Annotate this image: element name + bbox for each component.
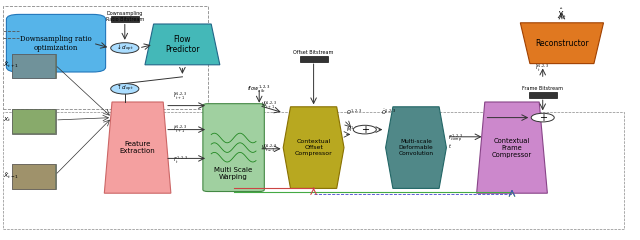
Text: Feature
Extraction: Feature Extraction bbox=[120, 141, 156, 154]
FancyBboxPatch shape bbox=[300, 56, 328, 62]
Text: $\tilde{F}^{1,2,3}_{t+1}$: $\tilde{F}^{1,2,3}_{t+1}$ bbox=[173, 124, 188, 135]
FancyBboxPatch shape bbox=[12, 109, 56, 134]
Text: $O^{1,2,3}$: $O^{1,2,3}$ bbox=[346, 108, 362, 117]
Circle shape bbox=[531, 113, 554, 122]
Polygon shape bbox=[104, 102, 171, 193]
Text: $\hat{F}^{1,2,3}_t$: $\hat{F}^{1,2,3}_t$ bbox=[536, 63, 550, 74]
Text: $\hat{X}_t$: $\hat{X}_t$ bbox=[557, 6, 567, 22]
Text: Contextual
Offset
Compressor: Contextual Offset Compressor bbox=[295, 139, 332, 156]
Text: Contextual
Frame
Compressor: Contextual Frame Compressor bbox=[492, 138, 532, 158]
Polygon shape bbox=[385, 107, 447, 188]
Text: $flow^{1,2,3}_{a/b}$: $flow^{1,2,3}_{a/b}$ bbox=[248, 83, 271, 94]
Text: $\tilde{O}^{1,2,3}$: $\tilde{O}^{1,2,3}$ bbox=[381, 108, 397, 117]
Text: $\hat{X}_{t+1}$: $\hat{X}_{t+1}$ bbox=[3, 60, 19, 70]
FancyBboxPatch shape bbox=[203, 104, 264, 192]
Text: $\uparrow d_{opt}$: $\uparrow d_{opt}$ bbox=[115, 83, 134, 94]
Text: +: + bbox=[361, 125, 369, 135]
Text: $M^{1,2,3}$: $M^{1,2,3}$ bbox=[346, 125, 362, 134]
Circle shape bbox=[111, 84, 139, 94]
Text: $\hat{X}_{t-1}$: $\hat{X}_{t-1}$ bbox=[3, 170, 19, 180]
FancyBboxPatch shape bbox=[111, 16, 139, 22]
Text: $\hat{W}^{1,2,3}_{t+1}$: $\hat{W}^{1,2,3}_{t+1}$ bbox=[261, 100, 278, 111]
Text: Downsampling ratio
optimization: Downsampling ratio optimization bbox=[20, 35, 92, 52]
Text: Multi-scale
Deformable
Convolution: Multi-scale Deformable Convolution bbox=[399, 139, 433, 156]
Text: $\hat{F}^{1,2,3}_{t+1}$: $\hat{F}^{1,2,3}_{t+1}$ bbox=[173, 90, 188, 102]
Text: Offset Bitstream: Offset Bitstream bbox=[293, 50, 334, 55]
Polygon shape bbox=[477, 102, 547, 193]
Polygon shape bbox=[283, 107, 344, 188]
Text: $\hat{W}^{1,2,3}_{t-1}$: $\hat{W}^{1,2,3}_{t-1}$ bbox=[261, 143, 278, 154]
Text: $\downarrow d_{opt}$: $\downarrow d_{opt}$ bbox=[115, 42, 134, 54]
FancyBboxPatch shape bbox=[12, 109, 55, 133]
Circle shape bbox=[353, 125, 376, 134]
Text: Reconstructor: Reconstructor bbox=[535, 39, 589, 48]
FancyBboxPatch shape bbox=[12, 164, 56, 189]
FancyBboxPatch shape bbox=[6, 14, 106, 72]
FancyBboxPatch shape bbox=[529, 92, 557, 98]
Text: Frame Bitstream: Frame Bitstream bbox=[522, 86, 563, 91]
Text: $F_{comp}^{1,2,3}$: $F_{comp}^{1,2,3}$ bbox=[448, 133, 463, 145]
Text: +: + bbox=[539, 113, 547, 123]
Text: $F^{1,2,3}_{t}$: $F^{1,2,3}_{t}$ bbox=[173, 155, 188, 167]
Text: Downsampling
Ratio Bitstream: Downsampling Ratio Bitstream bbox=[106, 11, 144, 22]
Text: $X_t$: $X_t$ bbox=[3, 115, 12, 125]
FancyBboxPatch shape bbox=[12, 54, 55, 78]
Circle shape bbox=[111, 43, 139, 53]
Polygon shape bbox=[520, 23, 604, 64]
FancyBboxPatch shape bbox=[12, 54, 56, 78]
Text: Multi Scale
Warping: Multi Scale Warping bbox=[214, 167, 253, 180]
Text: $t$: $t$ bbox=[448, 142, 452, 150]
Text: Flow
Predictor: Flow Predictor bbox=[165, 35, 200, 54]
FancyBboxPatch shape bbox=[12, 164, 55, 189]
Polygon shape bbox=[145, 24, 220, 65]
